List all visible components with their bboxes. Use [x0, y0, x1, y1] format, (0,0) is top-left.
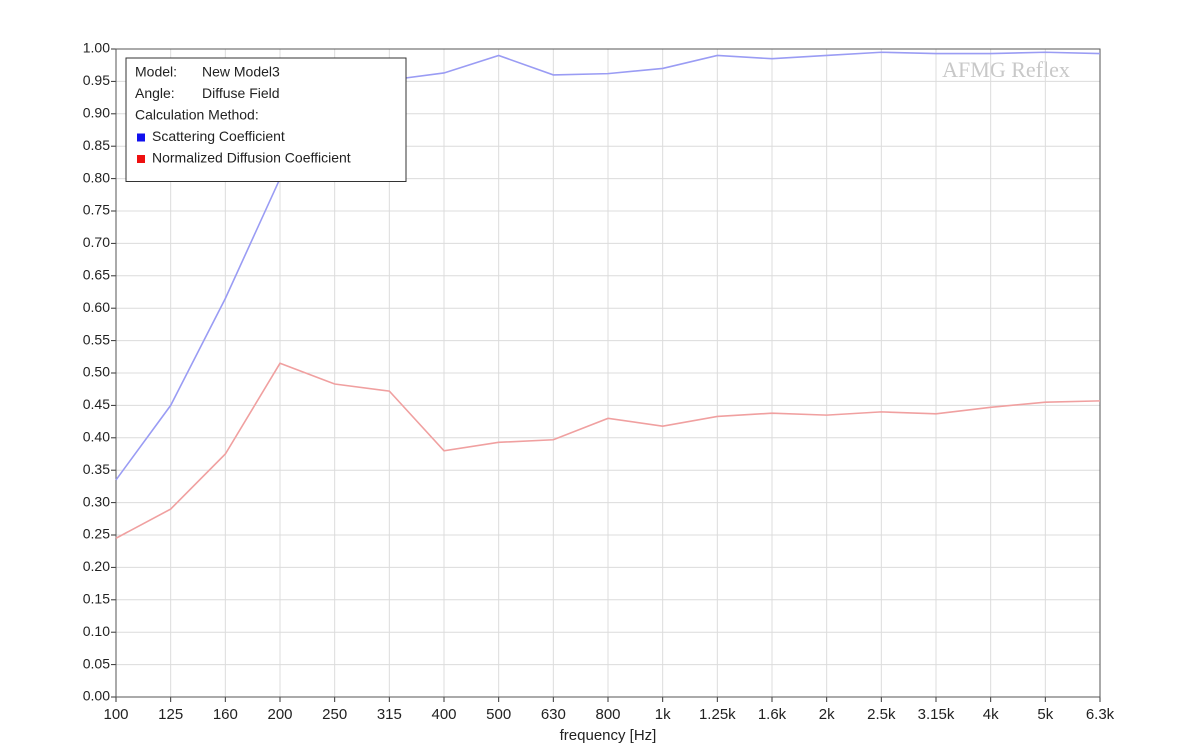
legend-info-label: Model: [135, 64, 177, 80]
y-tick-label: 0.15 [83, 591, 110, 607]
series-line [115, 362, 1101, 539]
plot-frame [115, 48, 1101, 698]
legend-box [125, 57, 407, 182]
x-tick-label: 1k [655, 706, 671, 723]
y-tick-label: 0.30 [83, 493, 110, 509]
legend-label: Scattering Coefficient [152, 128, 285, 144]
legend-label: Normalized Diffusion Coefficient [152, 150, 351, 166]
legend-info-label: Calculation Method: [135, 107, 259, 123]
x-tick-label: 315 [377, 706, 402, 723]
legend: Model: New Model3 Angle: Diffuse Field Calcu… [125, 57, 407, 182]
x-tick-label: 3.15k [918, 706, 955, 723]
legend-info-value: New Model3 [202, 64, 280, 80]
x-tick-label: 250 [322, 706, 347, 723]
y-tick-label: 0.70 [83, 234, 110, 250]
y-tick-label: 0.85 [83, 137, 110, 153]
y-tick-label: 0.55 [83, 331, 110, 347]
y-tick-label: 0.60 [83, 299, 110, 315]
x-tick-label: 125 [158, 706, 183, 723]
x-tick-label: 2k [819, 706, 835, 723]
x-tick-label: 160 [213, 706, 238, 723]
x-tick-label: 2.5k [867, 706, 896, 723]
x-tick-label: 100 [103, 706, 128, 723]
legend-marker [137, 155, 145, 163]
x-tick-label: 630 [541, 706, 566, 723]
y-tick-label: 0.65 [83, 267, 110, 283]
y-tick-label: 0.05 [83, 655, 110, 671]
y-tick-label: 0.45 [83, 396, 110, 412]
y-tick-label: 0.50 [83, 364, 110, 380]
y-tick-label: 0.10 [83, 623, 110, 639]
x-tick-label: 500 [486, 706, 511, 723]
x-tick-label: 4k [983, 706, 999, 723]
y-tick-label: 0.80 [83, 169, 110, 185]
legend-info-value: Diffuse Field [202, 85, 280, 101]
y-tick-label: 0.35 [83, 461, 110, 477]
y-tick-label: 0.25 [83, 526, 110, 542]
y-tick-label: 0.20 [83, 558, 110, 574]
x-tick-label: 1.6k [758, 706, 787, 723]
x-tick-label: 6.3k [1086, 706, 1115, 723]
x-tick-label: 400 [431, 706, 456, 723]
grid [115, 48, 1101, 698]
x-tick-label: 5k [1037, 706, 1053, 723]
y-tick-label: 0.00 [83, 688, 110, 704]
legend-marker [137, 133, 145, 142]
legend-info-label: Angle: [135, 85, 175, 101]
x-tick-label: 800 [595, 706, 620, 723]
watermark: AFMG Reflex [942, 57, 1070, 82]
y-tick-label: 0.95 [83, 72, 110, 88]
y-tick-label: 0.90 [83, 105, 110, 121]
y-tick-label: 0.40 [83, 429, 110, 445]
y-tick-label: 1.00 [83, 40, 110, 56]
x-tick-label: 1.25k [699, 706, 736, 723]
x-tick-label: 200 [267, 706, 292, 723]
y-tick-label: 0.75 [83, 202, 110, 218]
x-axis-label: frequency [Hz] [560, 727, 657, 744]
